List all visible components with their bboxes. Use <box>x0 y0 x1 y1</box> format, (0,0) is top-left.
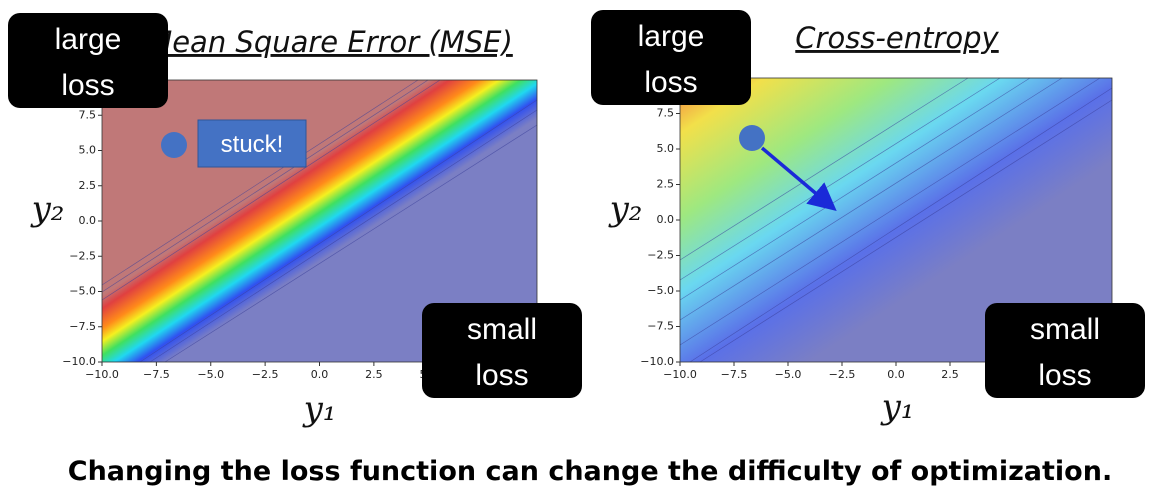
contour-line <box>101 79 419 286</box>
contour-line <box>679 77 1031 301</box>
x-tick-label: 0.0 <box>887 368 905 381</box>
x-axis-label: y₁ <box>880 387 915 427</box>
y-tick-label: −5.0 <box>647 284 674 297</box>
large-loss-box <box>8 13 168 108</box>
x-tick-label: −10.0 <box>85 368 119 381</box>
small-loss-box <box>985 303 1145 398</box>
contour-line <box>679 77 1063 321</box>
small-loss-box-text: small <box>467 313 537 346</box>
y-tick-label: −10.0 <box>640 355 674 368</box>
y-tick-label: −7.5 <box>69 320 96 333</box>
y-axis-label: y₂ <box>30 189 65 229</box>
x-tick-label: 2.5 <box>365 368 383 381</box>
y-tick-label: −7.5 <box>647 320 674 333</box>
y-tick-label: −5.0 <box>69 285 96 298</box>
note-text: stuck! <box>221 131 284 158</box>
contour-line <box>164 124 538 363</box>
contour-line <box>101 79 429 293</box>
y-tick-label: 0.0 <box>79 214 97 227</box>
contour-line <box>101 79 441 301</box>
contour-line <box>679 77 1001 281</box>
x-tick-label: −5.0 <box>775 368 802 381</box>
x-tick-label: −5.0 <box>197 368 224 381</box>
x-tick-label: 2.5 <box>941 368 959 381</box>
arrow <box>760 146 837 212</box>
caption: Changing the loss function can change th… <box>68 456 1112 487</box>
x-tick-label: −10.0 <box>663 368 697 381</box>
note-box <box>197 119 307 168</box>
large-loss-box-text: large <box>638 20 705 53</box>
point <box>739 125 765 151</box>
y-tick-label: 7.5 <box>79 108 97 121</box>
y-tick-label: 2.5 <box>657 178 675 191</box>
small-loss-box <box>422 303 582 398</box>
y-tick-label: 7.5 <box>657 107 675 120</box>
chart-title: Cross-entropy <box>795 21 999 55</box>
y-tick-label: −2.5 <box>69 249 96 262</box>
y-tick-label: −10.0 <box>62 355 96 368</box>
large-loss-box-text: loss <box>644 66 697 99</box>
x-tick-label: −2.5 <box>252 368 279 381</box>
contour-line <box>679 77 969 261</box>
contour-line <box>679 77 1101 346</box>
small-loss-box-text: loss <box>1038 359 1091 392</box>
contour-line <box>699 99 1113 363</box>
small-loss-box-text: small <box>1030 313 1100 346</box>
y-tick-label: −2.5 <box>647 249 674 262</box>
x-tick-label: −7.5 <box>721 368 748 381</box>
y-tick-label: 5.0 <box>79 144 97 157</box>
y-tick-label: 5.0 <box>657 142 675 155</box>
large-loss-box <box>591 10 751 105</box>
x-tick-label: −2.5 <box>829 368 856 381</box>
small-loss-box-text: loss <box>475 359 528 392</box>
y-axis-label: y₂ <box>608 189 643 229</box>
large-loss-box-text: large <box>55 23 122 56</box>
y-tick-label: 2.5 <box>79 179 97 192</box>
x-tick-label: −7.5 <box>143 368 170 381</box>
contour-line <box>689 87 1113 363</box>
y-tick-label: 0.0 <box>657 213 675 226</box>
x-tick-label: 0.0 <box>311 368 329 381</box>
contour-line <box>139 99 538 363</box>
chart-title: Mean Square Error (MSE) <box>147 25 513 59</box>
point <box>161 132 187 158</box>
x-axis-label: y₁ <box>302 389 337 429</box>
large-loss-box-text: loss <box>61 69 114 102</box>
contour-line <box>149 109 538 363</box>
